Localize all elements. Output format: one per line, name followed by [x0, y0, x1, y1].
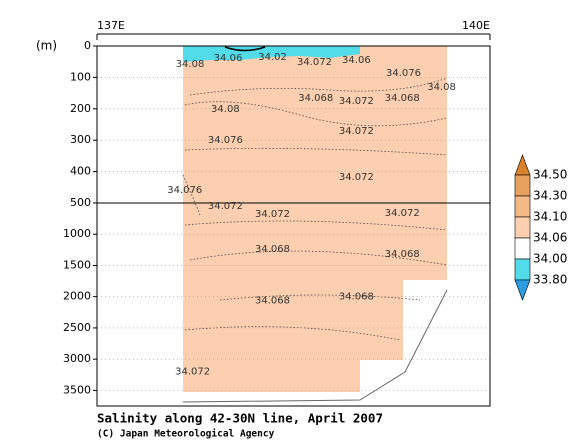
colorbar-band	[514, 258, 531, 281]
contour-label: 34.072	[385, 208, 420, 219]
contour-label: 34.06	[214, 53, 243, 64]
y-tick-label: 500	[70, 196, 91, 209]
y-tick-label: 1000	[63, 227, 91, 240]
seafloor	[182, 289, 448, 403]
y-tick-label: 400	[70, 165, 91, 178]
colorbar-label: 34.30	[533, 189, 567, 203]
contour-label: 34.068	[385, 249, 420, 260]
contour-label: 34.076	[208, 135, 243, 146]
y-tick-label: 200	[70, 102, 91, 115]
contour-label: 34.072	[208, 201, 243, 212]
y-tick-label: 100	[70, 70, 91, 83]
y-tick-label: 2500	[63, 321, 91, 334]
colorbar-band	[514, 174, 531, 197]
contour-line	[184, 147, 448, 156]
contour-label: 34.072	[339, 126, 374, 137]
y-tick-label: 3000	[63, 352, 91, 365]
contour-label: 34.068	[385, 93, 420, 104]
contour-label: 34.072	[339, 96, 374, 107]
credit: (C) Japan Meteorological Agency	[97, 429, 275, 440]
salinity-field	[183, 46, 447, 392]
contour-label: 34.068	[339, 292, 374, 303]
contour-label: 34.072	[297, 57, 332, 68]
colorbar-label: 34.50	[533, 168, 567, 182]
colorbar-label: 34.10	[533, 210, 567, 224]
contour-label: 34.02	[258, 52, 287, 63]
contour-label: 34.072	[175, 366, 210, 377]
contour-34	[224, 46, 266, 52]
contour-label: 34.072	[339, 172, 374, 183]
y-tick-label: 3500	[63, 383, 91, 396]
x-tick-label: 137E	[97, 19, 125, 32]
contour-label: 34.076	[386, 68, 421, 79]
contour-line	[184, 101, 448, 127]
contour-label: 34.076	[167, 185, 202, 196]
contour-line	[189, 77, 448, 96]
contour-label: 34.08	[211, 104, 240, 115]
contour-line	[184, 220, 448, 231]
colorbar-label: 34.00	[533, 252, 567, 266]
y-axis-label: (m)	[36, 39, 57, 53]
contour-label: 34.068	[255, 244, 290, 255]
colorbar-label: 33.80	[533, 273, 567, 287]
colorbar-label: 34.06	[533, 231, 567, 245]
contour-label: 34.068	[298, 93, 333, 104]
colorbar-band	[514, 195, 531, 218]
fresh-layer	[183, 46, 360, 62]
y-tick-label: 0	[84, 39, 91, 52]
x-tick-label: 140E	[462, 19, 490, 32]
contour-label: 34.08	[427, 82, 456, 93]
contour-label: 34.068	[255, 296, 290, 307]
colorbar-band	[514, 216, 531, 239]
plot-frame	[96, 45, 491, 407]
contour-line	[182, 174, 201, 216]
colorbar-top	[514, 154, 531, 176]
colorbar-bottom	[514, 279, 531, 301]
contour-label: 34.06	[342, 55, 371, 66]
y-tick-label: 300	[70, 133, 91, 146]
chart-title: Salinity along 42-30N line, April 2007	[97, 411, 383, 426]
contour-label: 34.08	[176, 59, 205, 70]
colorbar-band	[514, 237, 531, 260]
y-tick-label: 1500	[63, 258, 91, 271]
contour-line	[189, 250, 448, 266]
y-tick-label: 2000	[63, 290, 91, 303]
contour-label: 34.072	[255, 209, 290, 220]
contour-line	[219, 294, 421, 301]
